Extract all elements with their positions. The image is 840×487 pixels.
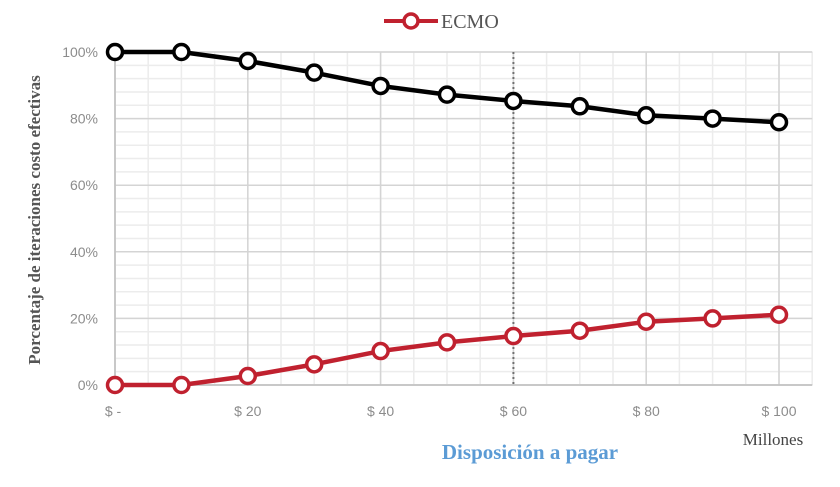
minor-gridlines [114,51,813,386]
data-point-marker-icon [437,85,457,104]
data-point-marker-icon [172,375,191,395]
x-tick-label: $ 40 [367,403,394,419]
x-tick-label: $ 60 [500,403,527,419]
x-tick-label: $ 100 [761,403,796,419]
x-axis-ticks: $ - $ 20 $ 40 $ 60 $ 80 $ 100 [105,403,797,419]
data-point-marker-icon [371,341,390,361]
y-axis-title: Porcentaje de iteraciones costo efectiva… [25,75,44,365]
data-point-marker-icon [304,355,324,374]
y-tick-label: 80% [70,111,98,127]
legend-label-ecmo: ECMO [441,11,499,33]
data-point-marker-icon [238,366,258,386]
y-tick-label: 0% [78,377,98,393]
x-axis-title: Disposición a pagar [442,440,618,464]
series-ecmo [105,305,789,395]
data-point-marker-icon [105,375,125,395]
data-series [105,42,789,395]
data-point-marker-icon [769,113,789,132]
series-complement [105,42,789,132]
major-gridlines [114,51,813,386]
x-tick-label: $ 20 [234,403,261,419]
y-tick-label: 100% [62,44,98,60]
data-point-marker-icon [172,42,191,62]
y-tick-label: 20% [70,310,98,326]
data-point-marker-icon [371,76,390,96]
data-point-marker-icon [769,305,789,324]
legend: ECMO [384,11,499,33]
x-axis-unit-label: Millones [743,430,803,449]
x-tick-label: $ 80 [633,403,660,419]
y-tick-label: 40% [70,244,98,260]
data-point-marker-icon [105,42,125,62]
data-point-marker-icon [636,312,656,331]
data-point-marker-icon [304,63,324,82]
data-point-marker-icon [570,321,590,340]
data-point-marker-icon [504,91,523,111]
data-point-marker-icon [238,51,258,71]
data-point-marker-icon [504,326,523,346]
legend-marker-icon [402,12,420,30]
y-axis-ticks: 0% 20% 40% 60% 80% 100% [62,44,98,393]
x-tick-label: $ - [105,403,122,419]
data-point-marker-icon [570,97,590,116]
axes [114,52,813,386]
data-point-marker-icon [703,309,722,328]
y-tick-label: 60% [70,177,98,193]
data-point-marker-icon [437,333,457,352]
data-point-marker-icon [703,109,722,128]
data-point-marker-icon [636,106,656,125]
